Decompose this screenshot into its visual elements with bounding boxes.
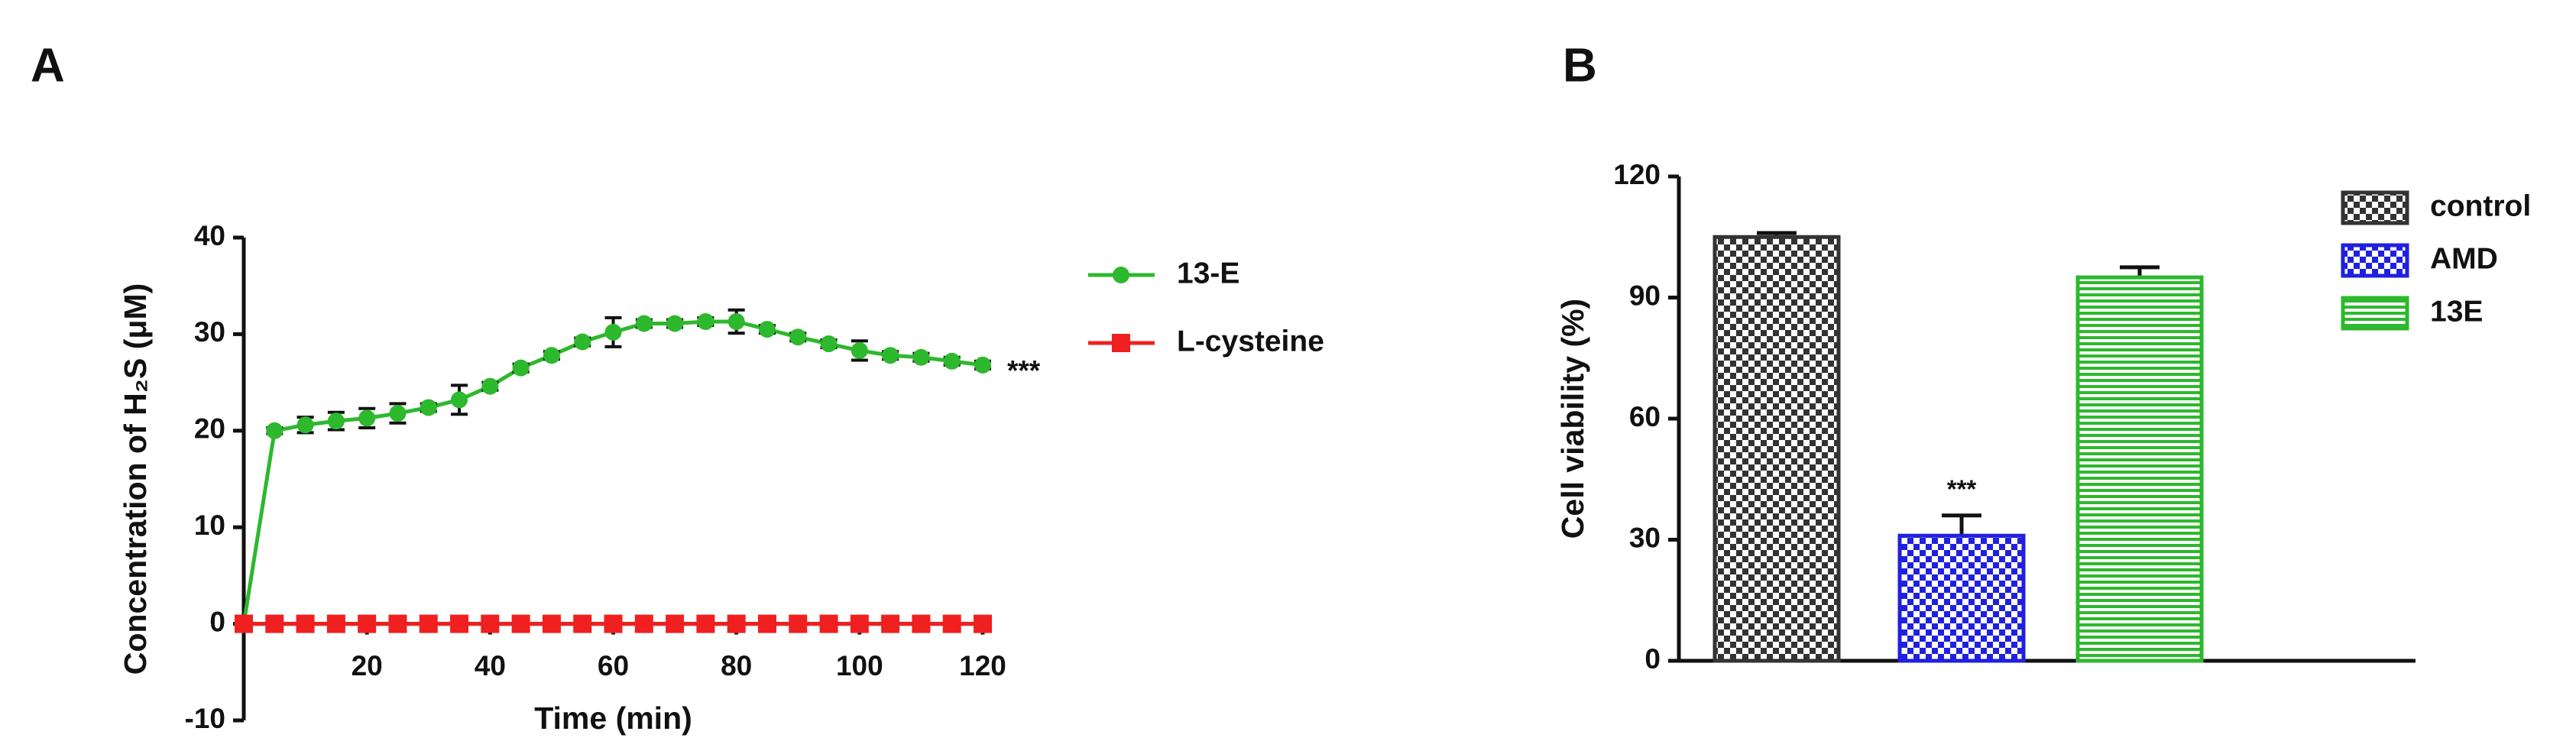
marker <box>604 614 623 633</box>
y-tick-label: 10 <box>194 510 225 541</box>
y-tick-label: 30 <box>194 316 225 348</box>
marker <box>634 614 653 633</box>
marker <box>296 614 315 633</box>
x-tick-label: 40 <box>475 650 506 681</box>
marker <box>789 328 807 346</box>
marker <box>943 352 961 370</box>
y-tick-label: 60 <box>1629 401 1661 432</box>
y-tick-label: 90 <box>1629 280 1661 311</box>
marker <box>573 614 592 633</box>
marker <box>912 348 930 366</box>
y-tick-label: 0 <box>1644 643 1661 675</box>
marker <box>358 614 377 633</box>
marker <box>696 614 715 633</box>
bar <box>1712 235 1841 663</box>
x-axis-label: Time (min) <box>534 701 692 736</box>
marker <box>512 359 530 377</box>
marker <box>574 333 591 351</box>
marker <box>543 347 560 364</box>
marker <box>358 409 376 427</box>
legend-marker <box>1112 334 1130 352</box>
marker <box>266 422 284 439</box>
x-tick-label: 20 <box>352 650 383 681</box>
marker <box>481 377 499 395</box>
y-tick-label: 20 <box>194 413 225 445</box>
y-tick-label: 120 <box>1613 159 1661 190</box>
panel-label: A <box>31 39 65 92</box>
legend-label: 13E <box>2430 295 2483 328</box>
marker <box>420 399 437 416</box>
marker <box>912 614 931 633</box>
marker <box>296 416 314 434</box>
y-tick-label: 40 <box>194 220 225 251</box>
bar <box>1897 533 2026 663</box>
marker <box>974 356 991 374</box>
marker <box>389 405 407 422</box>
marker <box>881 614 900 633</box>
legend-label: control <box>2430 189 2531 222</box>
marker <box>727 312 745 330</box>
marker <box>666 614 685 633</box>
marker <box>819 614 838 633</box>
marker <box>450 614 469 633</box>
marker <box>974 614 992 633</box>
marker <box>265 614 284 633</box>
marker <box>727 614 746 633</box>
error-bar <box>1942 513 1981 536</box>
marker <box>882 347 899 364</box>
marker <box>326 614 345 633</box>
legend-swatch <box>2341 296 2409 331</box>
marker <box>635 315 653 332</box>
marker <box>850 614 869 633</box>
marker <box>789 614 808 633</box>
series-line <box>241 319 983 624</box>
x-tick-label: 120 <box>959 650 1006 681</box>
legend-swatch <box>2341 243 2409 278</box>
y-tick-label: 30 <box>1629 522 1661 553</box>
y-axis-label: Concentration of H₂S (μM) <box>118 283 153 675</box>
x-tick-label: 80 <box>721 650 752 681</box>
annotation: *** <box>1947 475 1977 503</box>
marker <box>235 614 253 633</box>
legend-label: L-cysteine <box>1177 325 1324 358</box>
marker <box>820 335 838 353</box>
marker <box>481 614 500 633</box>
y-axis-label: Cell viability (%) <box>1555 299 1590 539</box>
legend-label: AMD <box>2430 242 2498 275</box>
x-tick-label: 60 <box>598 650 629 681</box>
y-tick-label: -10 <box>185 703 225 734</box>
x-tick-label: 100 <box>836 650 883 681</box>
marker <box>942 614 961 633</box>
legend-label: 13-E <box>1177 257 1239 290</box>
y-tick-label: 0 <box>209 606 225 637</box>
marker <box>851 341 868 359</box>
bar <box>2075 275 2204 663</box>
marker <box>697 312 714 330</box>
marker <box>758 321 776 338</box>
marker <box>451 391 468 409</box>
marker <box>511 614 530 633</box>
panel-label: B <box>1563 39 1597 92</box>
marker <box>419 614 438 633</box>
marker <box>542 614 561 633</box>
marker <box>604 323 622 341</box>
marker <box>388 614 407 633</box>
annotation: *** <box>1007 355 1041 387</box>
marker <box>327 413 345 430</box>
legend-marker <box>1113 267 1129 283</box>
marker <box>757 614 776 633</box>
legend-swatch <box>2341 190 2409 225</box>
marker <box>666 315 684 332</box>
